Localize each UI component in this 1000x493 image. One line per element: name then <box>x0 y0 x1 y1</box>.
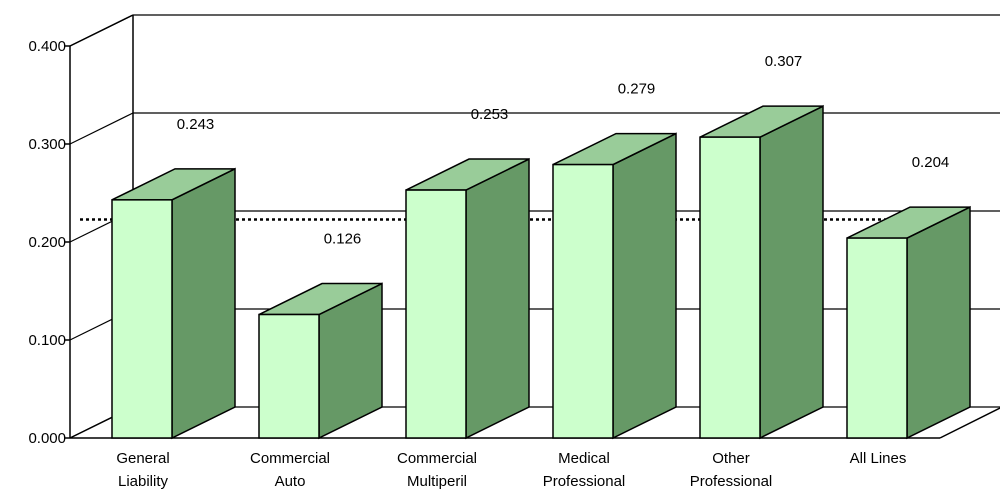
y-tick-label-4: 0.400 <box>28 38 66 55</box>
floor-right-edge <box>939 407 1000 439</box>
category-label-1-0: Commercial <box>250 450 330 467</box>
bars <box>111 104 971 440</box>
bar-front-1 <box>258 313 320 439</box>
bar-front-2 <box>405 189 467 439</box>
bar-1 <box>258 282 383 440</box>
y-tick-label-3: 0.300 <box>28 136 66 153</box>
value-label-1: 0.126 <box>324 231 362 248</box>
category-label-2-0: Commercial <box>397 450 477 467</box>
category-label-1-1: Auto <box>275 473 306 490</box>
bar-side-2 <box>465 157 530 440</box>
category-label-0-0: General <box>116 450 169 467</box>
bar-front-3 <box>552 163 614 439</box>
axes: 0.000 0.100 0.200 0.300 0.400 <box>28 38 71 447</box>
value-label-2: 0.253 <box>471 106 509 123</box>
bar-side-5 <box>906 205 971 440</box>
category-label-0-1: Liability <box>118 473 169 490</box>
gridline-side-3 <box>69 112 134 145</box>
bar-side-3 <box>612 132 677 440</box>
category-label-2-1: Multiperil <box>407 473 467 490</box>
bar-front-5 <box>846 237 908 439</box>
category-label-4-1: Professional <box>690 473 773 490</box>
gridline-side-4 <box>69 14 134 47</box>
category-label-3-0: Medical <box>558 450 610 467</box>
value-label-3: 0.279 <box>618 81 656 98</box>
bar-2 <box>405 157 530 440</box>
y-tick-label-1: 0.100 <box>28 332 66 349</box>
y-tick-label-2: 0.200 <box>28 234 66 251</box>
value-label-4: 0.307 <box>765 53 803 70</box>
bar-side-0 <box>171 167 236 440</box>
category-label-5-0: All Lines <box>850 450 907 467</box>
value-label-5: 0.204 <box>912 154 950 171</box>
y-tick-label-0: 0.000 <box>28 430 66 447</box>
labels: 0.243 0.126 0.253 0.279 0.307 0.204 General Lia… <box>116 53 949 490</box>
bar-5 <box>846 205 971 440</box>
bar-side-4 <box>759 104 824 440</box>
category-label-3-1: Professional <box>543 473 626 490</box>
bar-4 <box>699 104 824 440</box>
bar-front-0 <box>111 199 173 439</box>
value-label-0: 0.243 <box>177 116 215 133</box>
category-label-4-0: Other <box>712 450 750 467</box>
bar-0 <box>111 167 236 440</box>
bar-front-4 <box>699 136 761 439</box>
bar-3 <box>552 132 677 440</box>
